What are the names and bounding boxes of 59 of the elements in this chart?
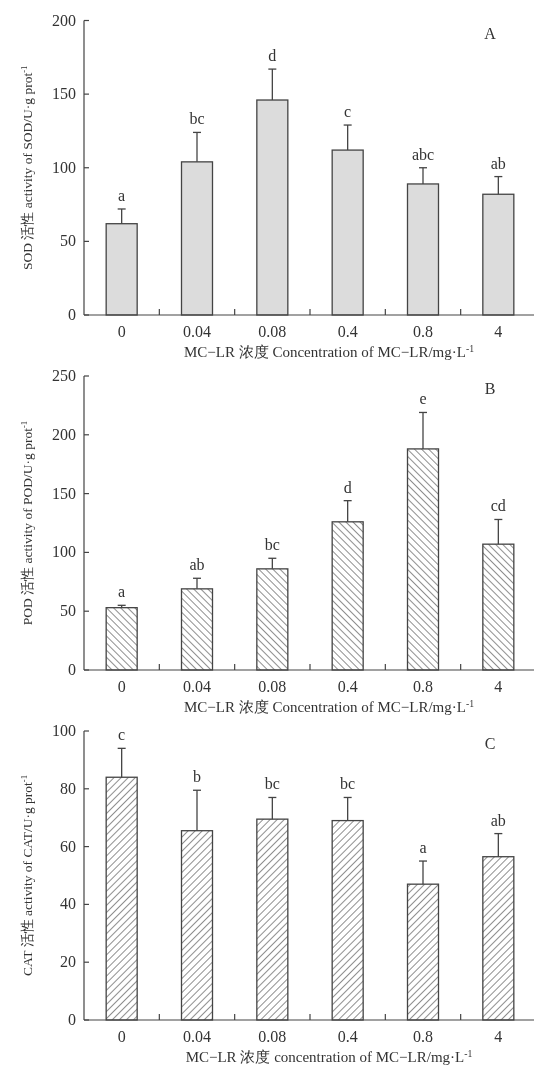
annotation: ab — [189, 556, 205, 574]
x-tick-label: 4 — [494, 323, 503, 340]
chart-title: B — [484, 380, 496, 397]
x-tick-label: 0 — [117, 1028, 126, 1045]
annotation: d — [268, 47, 277, 65]
annotation: bc — [264, 536, 280, 554]
annotation: bc — [264, 775, 280, 793]
y-tick-label: 150 — [52, 484, 76, 502]
x-tick-label: 0 — [117, 323, 126, 340]
annotation: bc — [340, 775, 356, 793]
y-tick-label: 60 — [60, 837, 76, 855]
annotation: cd — [490, 497, 506, 515]
y-tick-label: 80 — [60, 779, 76, 797]
annotation: b — [193, 768, 201, 786]
x-tick-label: 0.8 — [413, 678, 433, 695]
y-tick-label: 200 — [52, 425, 76, 443]
y-tick-label: 0 — [68, 1011, 76, 1028]
x-tick-label: 0.04 — [183, 1028, 211, 1045]
annotation: a — [118, 583, 126, 601]
y-tick-label: 200 — [52, 11, 76, 29]
x-tick-label: 0.8 — [413, 323, 433, 340]
x-axis-title: MC−LR 浓度 Concentration of MC−LR/mg·L$^{-1}$ — [183, 342, 475, 360]
annotation: ab — [490, 154, 506, 172]
y-tick-label: 40 — [60, 895, 76, 913]
annotation: bc — [189, 110, 205, 128]
y-tick-label: 250 — [52, 367, 76, 384]
x-tick-label: 0.08 — [258, 323, 287, 340]
x-tick-label: 0 — [117, 678, 126, 695]
y-tick-label: 150 — [52, 85, 76, 103]
annotation: a — [118, 186, 126, 204]
annotation: abc — [411, 145, 435, 163]
annotation: a — [419, 839, 427, 857]
x-tick-label: 4 — [494, 678, 503, 695]
y-tick-label: 0 — [68, 306, 76, 323]
x-tick-label: 4 — [494, 1028, 503, 1045]
x-axis-title: MC−LR 浓度 concentration of MC−LR/mg·L$^{-1}$ — [185, 1047, 473, 1065]
y-tick-label: 50 — [60, 232, 76, 250]
y-tick-label: 100 — [52, 543, 76, 561]
x-tick-label: 0.4 — [337, 1028, 358, 1045]
y-tick-label: 100 — [52, 722, 76, 739]
x-tick-label: 0.04 — [183, 323, 211, 340]
x-tick-label: 0.08 — [258, 1028, 287, 1045]
annotation: d — [343, 478, 352, 496]
annotation: e — [419, 390, 427, 408]
x-tick-label: 0.8 — [413, 1028, 433, 1045]
x-tick-label: 0.4 — [337, 323, 358, 340]
x-tick-label: 0.04 — [183, 678, 211, 695]
x-tick-label: 0.4 — [337, 678, 358, 695]
y-tick-label: 0 — [68, 661, 76, 678]
annotation: c — [118, 726, 126, 744]
y-tick-label: 100 — [52, 158, 76, 176]
y-tick-label: 50 — [60, 602, 76, 620]
x-axis-title: MC−LR 浓度 Concentration of MC−LR/mg·L$^{-1}$ — [183, 697, 475, 715]
annotation: c — [344, 103, 352, 121]
x-tick-label: 0.08 — [258, 678, 287, 695]
annotation: ab — [490, 811, 506, 829]
y-tick-label: 20 — [60, 953, 76, 971]
chart-title: C — [484, 735, 496, 752]
chart-title: A — [484, 24, 497, 42]
